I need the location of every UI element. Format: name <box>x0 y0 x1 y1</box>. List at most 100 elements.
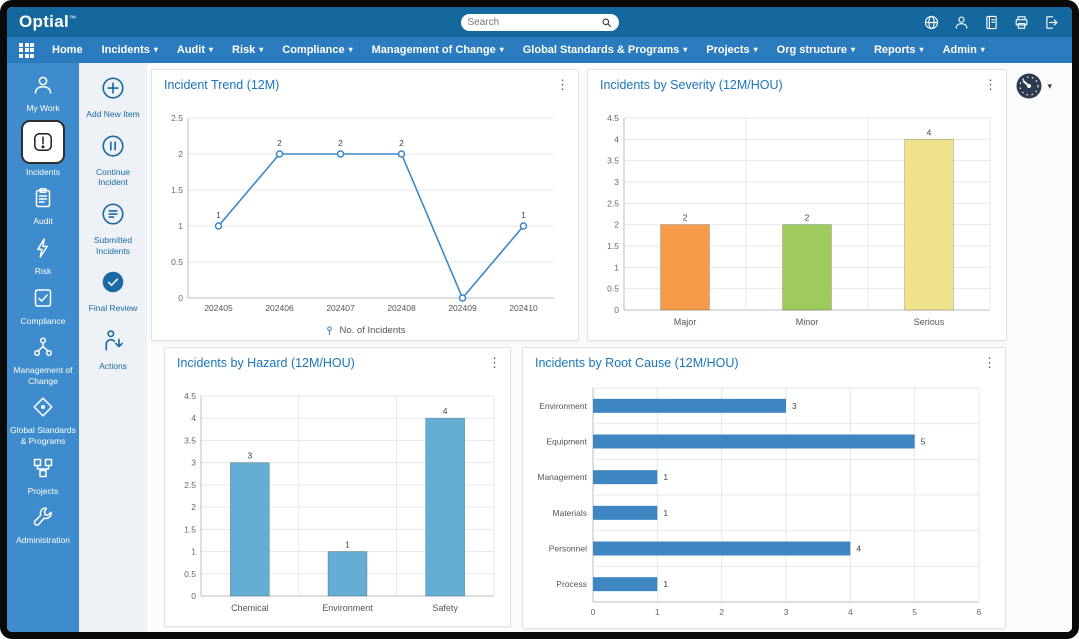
svg-text:Safety: Safety <box>432 603 458 613</box>
hazard-chart: 0 0.5 1 1.5 2 2.5 3 3.5 4 4.5 3 Chemical 1 Environmen… <box>171 380 504 620</box>
card-header: Incidents by Severity (12M/HOU) ⋮ <box>588 70 1006 92</box>
nav-item-reports[interactable]: Reports ▾ <box>874 44 924 56</box>
card-title: Incidents by Severity (12M/HOU) <box>600 78 783 92</box>
logout-icon[interactable] <box>1043 14 1060 31</box>
svg-text:3: 3 <box>784 607 789 617</box>
svg-text:0: 0 <box>178 293 183 303</box>
svg-text:3: 3 <box>191 458 196 468</box>
rail-item-label: Final Review <box>88 303 138 314</box>
dashboard-view-selector[interactable]: ▾ <box>1014 71 1052 101</box>
svg-text:4: 4 <box>443 406 448 416</box>
svg-text:0: 0 <box>614 305 619 315</box>
chevron-down-icon: ▾ <box>753 45 758 54</box>
marker-icon <box>324 325 335 336</box>
module-sidebar: My Work Incidents Audit Risk Compliance Manag… <box>7 63 79 632</box>
nav-item-label: Audit <box>176 44 205 56</box>
nav-item-label: Global Standards & Programs <box>522 44 680 56</box>
clipboard-icon <box>21 183 65 213</box>
exclamation-icon <box>34 132 52 151</box>
globe-icon[interactable] <box>923 14 940 31</box>
svg-text:202410: 202410 <box>509 303 538 313</box>
search-box[interactable] <box>460 13 619 31</box>
svg-text:2: 2 <box>719 607 724 617</box>
printer-icon[interactable] <box>1013 14 1030 31</box>
svg-text:6: 6 <box>977 607 982 617</box>
nav-item-label: Admin <box>942 44 977 56</box>
nodes-icon <box>33 458 53 477</box>
plus-circle-icon <box>100 75 126 106</box>
check-circle-icon <box>102 271 124 293</box>
sidebar-item-administration[interactable]: Administration <box>7 502 79 546</box>
nav-item-label: Projects <box>706 44 750 56</box>
check-circle-icon <box>100 269 126 300</box>
svg-text:0: 0 <box>191 591 196 601</box>
org-icon <box>21 332 65 362</box>
chevron-down-icon: ▾ <box>499 45 504 54</box>
svg-text:202409: 202409 <box>448 303 477 313</box>
kebab-menu-icon[interactable]: ⋮ <box>556 77 569 92</box>
user-icon[interactable] <box>953 14 970 31</box>
actions-icon <box>100 327 126 358</box>
rail-item-actions[interactable]: Actions <box>99 327 127 372</box>
sidebar-item-label: Global Standards & Programs <box>10 425 76 446</box>
rail-item-add-new-item[interactable]: Add New Item <box>86 75 140 120</box>
svg-text:Major: Major <box>674 317 697 327</box>
svg-text:3.5: 3.5 <box>607 156 619 166</box>
directory-icon[interactable] <box>983 14 1000 31</box>
rail-item-final-review[interactable]: Final Review <box>88 269 138 314</box>
svg-text:Management: Management <box>537 472 587 482</box>
plus-circle-icon <box>102 77 124 99</box>
rail-item-label: Actions <box>99 360 127 371</box>
apps-grid-icon[interactable] <box>19 42 34 58</box>
nav-item-management-of-change[interactable]: Management of Change ▾ <box>372 44 504 56</box>
sidebar-item-my-work[interactable]: My Work <box>7 70 79 114</box>
sidebar-item-global-standards-programs[interactable]: Global Standards & Programs <box>7 392 79 446</box>
chevron-down-icon[interactable]: ▾ <box>1047 80 1052 91</box>
nav-item-projects[interactable]: Projects ▾ <box>706 44 757 56</box>
sidebar-item-compliance[interactable]: Compliance <box>7 283 79 327</box>
rail-item-submitted-incidents[interactable]: Submitted Incidents <box>82 201 144 256</box>
svg-text:2: 2 <box>614 220 619 230</box>
kebab-menu-icon[interactable]: ⋮ <box>488 355 501 370</box>
nav-item-incidents[interactable]: Incidents ▾ <box>102 44 158 56</box>
chevron-down-icon: ▾ <box>683 45 688 54</box>
nav-item-org-structure[interactable]: Org structure ▾ <box>777 44 855 56</box>
user-icon <box>955 16 968 29</box>
main-nav: Home Incidents ▾ Audit ▾ Risk ▾ Compliance ▾ Mana… <box>7 37 1072 63</box>
kebab-menu-icon[interactable]: ⋮ <box>983 355 996 370</box>
nav-item-global-standards-programs[interactable]: Global Standards & Programs ▾ <box>523 44 688 56</box>
nav-item-admin[interactable]: Admin ▾ <box>943 44 985 56</box>
svg-text:Chemical: Chemical <box>231 603 269 613</box>
svg-text:Personnel: Personnel <box>549 544 587 554</box>
nav-item-risk[interactable]: Risk ▾ <box>232 44 263 56</box>
svg-text:5: 5 <box>912 607 917 617</box>
svg-text:4: 4 <box>848 607 853 617</box>
pause-circle-icon <box>100 133 126 164</box>
rail-item-continue-incident[interactable]: Continue Incident <box>82 133 144 188</box>
svg-text:Minor: Minor <box>796 317 819 327</box>
sidebar-item-risk[interactable]: Risk <box>7 233 79 277</box>
incident-trend-chart: 0 0.5 1 1.5 2 2.5 1 202405 2 202406 2 202407 2 202408… <box>158 102 572 318</box>
nav-item-list: Home Incidents ▾ Audit ▾ Risk ▾ Compliance ▾ Mana… <box>52 44 985 56</box>
svg-text:Process: Process <box>556 579 587 589</box>
root-cause-chart: 0 1 2 3 4 5 6 3 Environment 5 Equipment 1 Management… <box>529 380 999 622</box>
kebab-menu-icon[interactable]: ⋮ <box>984 77 997 92</box>
card-incidents-by-hazard: Incidents by Hazard (12M/HOU) ⋮ 0 0.5 1 1.5… <box>164 347 511 627</box>
nav-item-audit[interactable]: Audit ▾ <box>177 44 213 56</box>
search-input[interactable] <box>467 16 601 28</box>
printer-icon <box>1015 15 1028 29</box>
nav-item-compliance[interactable]: Compliance ▾ <box>282 44 352 56</box>
svg-text:2.5: 2.5 <box>184 480 196 490</box>
wrench-icon <box>21 502 65 532</box>
svg-text:2: 2 <box>277 138 282 148</box>
search-icon[interactable] <box>601 17 612 28</box>
nav-item-home[interactable]: Home <box>52 44 83 56</box>
sidebar-item-management-of-change[interactable]: Management of Change <box>7 332 79 386</box>
sidebar-item-label: Compliance <box>20 315 66 326</box>
sidebar-item-projects[interactable]: Projects <box>7 453 79 497</box>
sidebar-item-incidents[interactable]: Incidents <box>7 119 79 178</box>
svg-text:3: 3 <box>792 401 797 411</box>
sidebar-item-audit[interactable]: Audit <box>7 183 79 227</box>
top-header: Optial™ <box>7 7 1072 37</box>
